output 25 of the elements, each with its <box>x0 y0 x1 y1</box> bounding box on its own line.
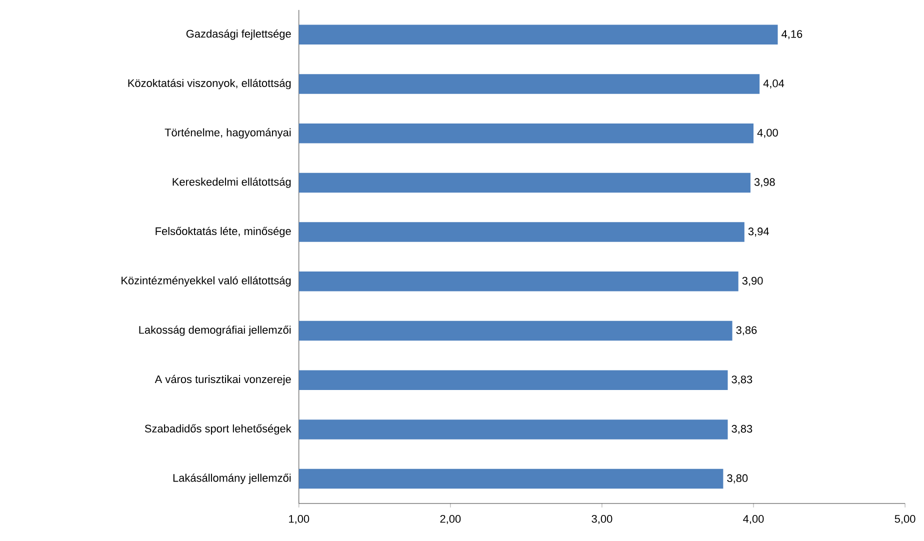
x-tick-label: 1,00 <box>289 514 310 524</box>
y-tick-label: Kereskedelmi ellátottság <box>172 177 291 188</box>
data-label: 4,16 <box>782 30 802 40</box>
y-tick-label: Történelme, hagyományai <box>164 128 291 138</box>
data-label: 3,83 <box>732 375 752 384</box>
data-label: 3,94 <box>748 227 769 236</box>
data-label: 3,98 <box>754 178 775 188</box>
data-label: 4,00 <box>757 128 778 138</box>
data-label: 3,83 <box>732 424 752 434</box>
data-label: 3,90 <box>742 276 763 286</box>
y-tick-label: Lakosság demográfiai jellemzői <box>139 325 291 336</box>
y-tick-label: Közintézményekkel való ellátottság <box>122 276 291 286</box>
y-tick-label: Szabadidős sport lehetőségek <box>144 424 292 434</box>
data-label: 3,86 <box>736 326 757 336</box>
data-label: 4,04 <box>763 79 784 88</box>
y-tick-label: Felsőoktatás léte, minősége <box>156 226 291 238</box>
y-tick-label: Gazdasági fejlettsége <box>186 29 291 40</box>
y-tick-label: A város turisztikai vonzereje <box>154 374 291 386</box>
y-tick-label: Lakásállomány jellemzői <box>173 473 291 484</box>
data-label: 3,80 <box>727 474 748 484</box>
x-tick-label: 4,00 <box>743 514 764 524</box>
y-tick-label: Közoktatási viszonyok, ellátottság <box>128 78 291 89</box>
x-tick-label: 5,00 <box>894 514 916 524</box>
x-tick-label: 3,00 <box>592 514 612 524</box>
x-tick-label: 2,00 <box>440 514 461 524</box>
